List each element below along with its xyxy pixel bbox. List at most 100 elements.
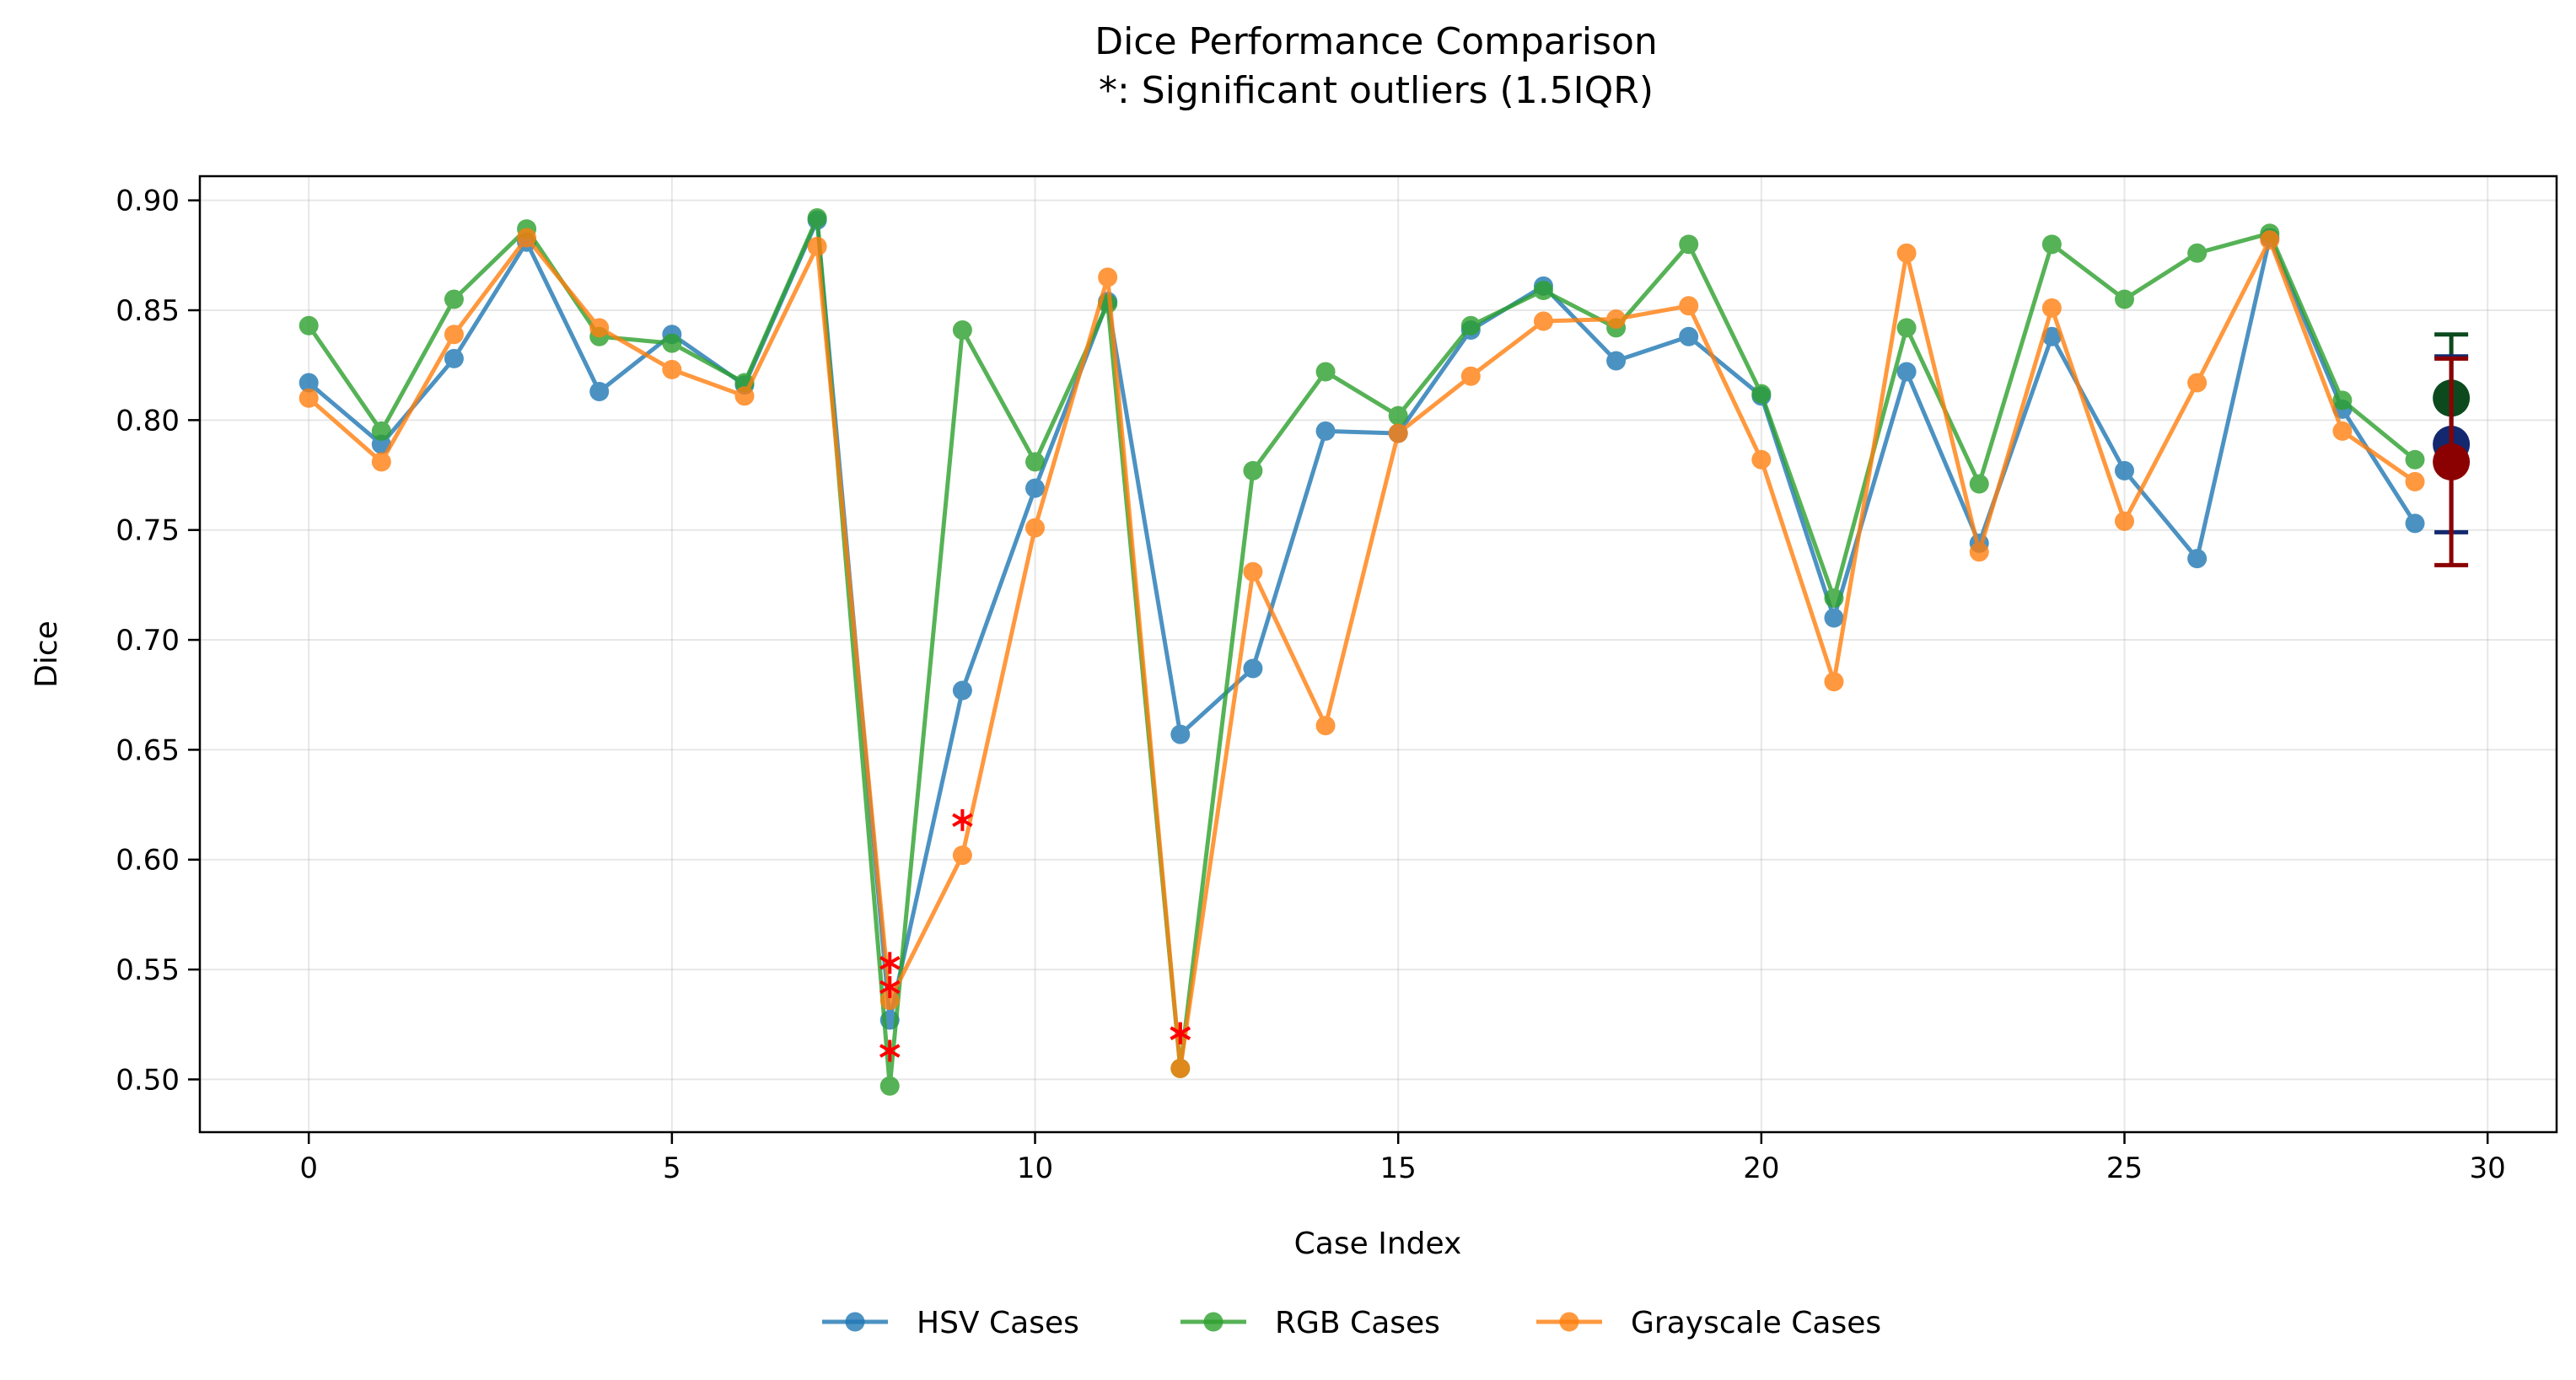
legend-item: Grayscale Cases — [1536, 1306, 1881, 1340]
data-point — [1098, 267, 1118, 287]
data-point — [1969, 542, 1989, 562]
data-point — [371, 452, 391, 472]
series-line — [307, 216, 2417, 1088]
data-point — [1243, 460, 1263, 481]
summary-markers — [2433, 332, 2471, 567]
data-point — [1679, 234, 1699, 255]
data-point — [1315, 362, 1336, 382]
data-point — [1751, 449, 1772, 470]
data-point — [879, 1076, 900, 1096]
data-point — [2115, 289, 2135, 309]
x-tick-label: 20 — [1743, 1152, 1779, 1185]
outlier-stroke — [1170, 1026, 1191, 1040]
y-axis-label: Dice — [30, 620, 64, 688]
data-point — [2332, 390, 2353, 411]
data-point — [1170, 724, 1191, 744]
data-point — [1460, 315, 1481, 336]
data-point — [807, 208, 827, 228]
data-point — [1315, 716, 1336, 736]
summary-marker — [2433, 356, 2471, 567]
data-point — [517, 228, 537, 248]
series-lines — [298, 208, 2425, 1096]
legend-marker — [1203, 1312, 1223, 1332]
y-tick-label: 0.60 — [116, 844, 180, 878]
data-point — [952, 680, 972, 701]
data-point — [1170, 1058, 1191, 1078]
mean-point — [2433, 443, 2471, 481]
data-point — [2332, 421, 2353, 441]
x-tick-label: 0 — [299, 1152, 318, 1185]
outlier-stroke — [879, 980, 901, 995]
y-tick-label: 0.75 — [116, 514, 180, 548]
data-point — [1896, 318, 1917, 338]
outlier-marker — [879, 975, 901, 998]
y-tick-label: 0.50 — [116, 1063, 180, 1097]
data-point — [1606, 351, 1627, 371]
data-point — [2041, 234, 2062, 255]
outlier-stroke — [879, 1044, 901, 1058]
x-tick-label: 10 — [1017, 1152, 1053, 1185]
legend-label: HSV Cases — [917, 1306, 1079, 1340]
data-point — [2187, 243, 2208, 263]
data-point — [444, 348, 464, 368]
data-point — [879, 991, 900, 1011]
legend-marker — [1559, 1312, 1579, 1332]
data-point — [1824, 608, 1844, 628]
x-tick-label: 5 — [663, 1152, 681, 1185]
data-point — [1460, 366, 1481, 386]
data-point — [1969, 474, 1989, 494]
data-point — [444, 289, 464, 309]
data-point — [1025, 478, 1046, 498]
y-tick-label: 0.80 — [116, 404, 180, 438]
data-point — [1751, 384, 1772, 404]
outlier-marker — [952, 808, 973, 831]
data-point — [807, 236, 827, 256]
data-point — [589, 318, 610, 338]
data-point — [952, 846, 972, 866]
outlier-markers — [879, 808, 1191, 1062]
data-point — [1533, 311, 1553, 331]
data-point — [2115, 460, 2135, 481]
axis-ticks: 0 5 10 15 20 25 30 0.50 0.55 0.60 0.65 0.70 0.75 0.80… — [116, 185, 2506, 1185]
data-point — [1606, 309, 1627, 329]
y-tick-label: 0.70 — [116, 624, 180, 658]
x-tick-label: 30 — [2470, 1152, 2506, 1185]
y-tick-label: 0.85 — [116, 294, 180, 328]
data-point — [1243, 658, 1263, 679]
data-point — [1896, 362, 1917, 382]
data-point — [371, 421, 391, 441]
data-point — [2187, 549, 2208, 569]
legend-marker — [845, 1312, 865, 1332]
data-point — [1533, 281, 1553, 301]
data-point — [952, 319, 972, 340]
data-point — [662, 359, 682, 379]
data-point — [1388, 423, 1408, 443]
legend-label: Grayscale Cases — [1631, 1306, 1881, 1340]
series-grayscale-cases — [298, 228, 2425, 1078]
data-point — [589, 381, 610, 401]
data-point — [2405, 513, 2425, 534]
x-tick-label: 15 — [1380, 1152, 1417, 1185]
legend-item: HSV Cases — [822, 1306, 1079, 1340]
data-point — [1679, 326, 1699, 346]
data-point — [1679, 296, 1699, 316]
data-point — [2041, 326, 2062, 346]
data-point — [2041, 298, 2062, 318]
outlier-stroke — [952, 813, 973, 828]
chart-title: Dice Performance Comparison — [1094, 20, 1658, 63]
chart-subtitle: *: Significant outliers (1.5IQR) — [1099, 69, 1654, 112]
outlier-marker — [879, 1039, 901, 1062]
legend: HSV Cases RGB Cases Grayscale Cases — [822, 1306, 1881, 1340]
series-line — [307, 235, 2417, 1071]
data-point — [1315, 421, 1336, 441]
data-point — [1824, 672, 1844, 692]
data-point — [298, 388, 319, 408]
series-rgb-cases — [298, 208, 2425, 1096]
data-point — [2187, 373, 2208, 393]
data-point — [1243, 561, 1263, 582]
outlier-stroke — [879, 956, 901, 970]
plot-frame — [198, 175, 2558, 1134]
data-point — [2115, 511, 2135, 531]
y-tick-label: 0.55 — [116, 953, 180, 987]
